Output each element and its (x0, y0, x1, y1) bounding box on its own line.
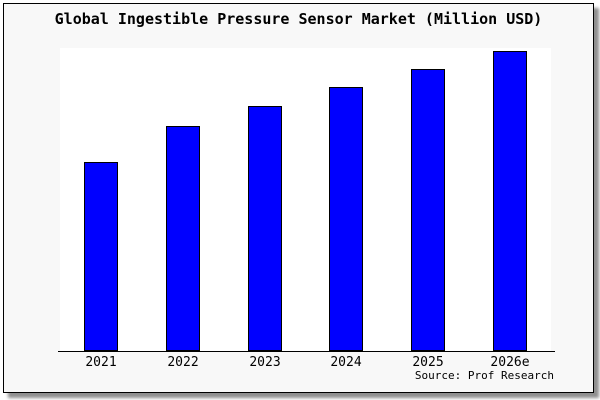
bar-2021 (84, 162, 118, 351)
x-tick-label-2021: 2021 (85, 355, 117, 370)
bar-2024 (329, 87, 363, 351)
x-tick-label-2024: 2024 (330, 355, 362, 370)
source-label: Source: Prof Research (414, 369, 554, 382)
bar-2023 (248, 106, 282, 351)
x-tick-label-2026e: 2026e (490, 355, 530, 370)
chart-frame: Global Ingestible Pressure Sensor Market… (3, 3, 594, 393)
x-tick-label-2022: 2022 (167, 355, 199, 370)
x-tick-label-2023: 2023 (249, 355, 281, 370)
bar-2026e (493, 51, 527, 351)
x-axis-line (58, 351, 555, 352)
bar-2022 (166, 126, 200, 351)
plot-area (60, 48, 551, 351)
x-axis-tick-labels: 2021 2022 2023 2024 2025 2026e (60, 355, 551, 371)
bar-2025 (411, 69, 445, 351)
chart-title: Global Ingestible Pressure Sensor Market… (54, 10, 543, 28)
x-tick-label-2025: 2025 (412, 355, 444, 370)
